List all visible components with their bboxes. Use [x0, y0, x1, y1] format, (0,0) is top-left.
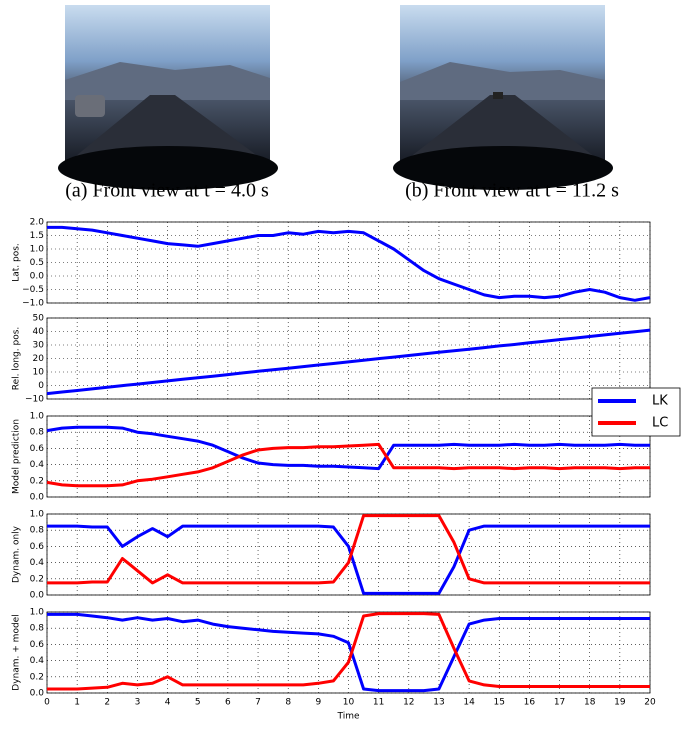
y-tick-label: 0.0 — [30, 689, 45, 699]
data-line — [46, 425, 650, 471]
y-tick-label: 0.0 — [30, 493, 45, 503]
y-axis-label: Dynam. + model — [12, 614, 22, 690]
data-line — [46, 328, 651, 396]
y-tick-label: 1.0 — [30, 412, 45, 422]
x-tick-label: 4 — [165, 698, 171, 708]
y-tick-label: 1.0 — [30, 245, 45, 255]
y-tick-label: 0.8 — [30, 526, 45, 536]
data-line — [47, 225, 651, 302]
y-tick-label: 0.2 — [30, 672, 44, 682]
y-axis-label: Lat. pos. — [12, 243, 22, 282]
y-tick-label: −0.5 — [22, 285, 44, 295]
x-tick-label: 19 — [614, 698, 626, 708]
y-tick-label: −10 — [25, 395, 44, 405]
axes-frame — [46, 513, 651, 596]
y-tick-label: 1.0 — [30, 510, 45, 520]
axes-frame — [46, 221, 651, 304]
y-tick-label: 0.8 — [30, 428, 45, 438]
x-tick-label: 18 — [584, 698, 596, 708]
x-tick-label: 8 — [285, 698, 291, 708]
y-tick-label: 0.0 — [30, 591, 45, 601]
axes-frame — [46, 415, 651, 498]
y-axis-label: Model prediction — [12, 419, 22, 494]
y-tick-label: 0.2 — [30, 476, 44, 486]
x-tick-label: 9 — [315, 698, 321, 708]
y-tick-label: 0.6 — [30, 640, 45, 650]
x-tick-label: 20 — [644, 698, 656, 708]
x-tick-label: 0 — [44, 698, 50, 708]
y-tick-label: 40 — [33, 327, 45, 337]
x-tick-label: 15 — [494, 698, 505, 708]
y-tick-label: 30 — [33, 341, 45, 351]
x-tick-label: 7 — [255, 698, 261, 708]
y-tick-label: 0.4 — [30, 460, 45, 470]
x-tick-label: 5 — [195, 698, 201, 708]
data-line — [47, 524, 650, 595]
axes-frame — [46, 317, 651, 400]
caption: (a) Front view at t = 4.0 s — [65, 180, 269, 202]
y-tick-label: 0.4 — [30, 558, 45, 568]
x-tick-label: 10 — [343, 698, 355, 708]
photo-a — [58, 5, 278, 190]
y-tick-label: 0.6 — [30, 542, 45, 552]
photo-b — [393, 5, 613, 190]
legend-box — [591, 387, 681, 437]
y-tick-label: 50 — [33, 314, 45, 324]
data-line — [47, 514, 650, 585]
data-line — [47, 612, 650, 693]
x-tick-label: 14 — [463, 698, 475, 708]
x-tick-label: 1 — [74, 698, 80, 708]
y-tick-label: 1.0 — [30, 608, 45, 618]
data-line — [46, 442, 650, 488]
y-tick-label: −1.0 — [22, 299, 44, 309]
y-axis-label: Dynam. only — [12, 525, 22, 583]
y-tick-label: 0.0 — [30, 272, 45, 282]
caption: (b) Front view at t = 11.2 s — [405, 180, 619, 202]
x-tick-label: 6 — [225, 698, 231, 708]
y-tick-label: 0.5 — [30, 258, 44, 268]
x-tick-label: 13 — [433, 698, 444, 708]
axes-frame — [46, 611, 651, 694]
x-tick-label: 11 — [373, 698, 384, 708]
y-tick-label: 10 — [33, 368, 45, 378]
y-tick-label: 2.0 — [30, 218, 45, 228]
x-tick-label: 12 — [403, 698, 414, 708]
x-tick-label: 16 — [524, 698, 536, 708]
legend-label: LK — [652, 394, 668, 409]
x-tick-label: 17 — [554, 698, 565, 708]
x-tick-label: 2 — [104, 698, 110, 708]
y-tick-label: 0.4 — [30, 656, 45, 666]
y-tick-label: 0 — [38, 381, 44, 391]
y-tick-label: 20 — [33, 354, 45, 364]
y-tick-label: 0.6 — [30, 444, 45, 454]
legend-label: LC — [652, 416, 668, 431]
y-tick-label: 0.2 — [30, 574, 44, 584]
x-tick-label: 3 — [135, 698, 141, 708]
y-axis-label: Rel. long. pos. — [12, 327, 22, 391]
y-tick-label: 1.5 — [30, 231, 44, 241]
x-axis-label: Time — [336, 712, 359, 722]
data-line — [47, 612, 650, 691]
y-tick-label: 0.8 — [30, 624, 45, 634]
